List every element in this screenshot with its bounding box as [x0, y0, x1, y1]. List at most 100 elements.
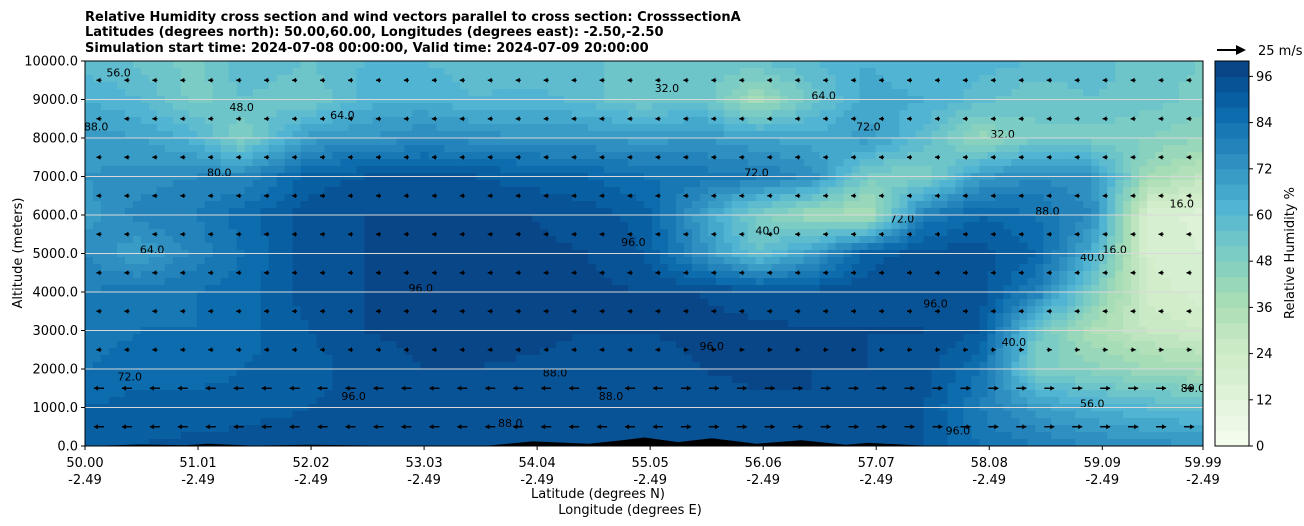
heatmap-cell: [675, 334, 685, 342]
heatmap-cell: [739, 418, 749, 426]
heatmap-cell: [252, 243, 262, 251]
heatmap-cell: [252, 145, 262, 153]
heatmap-cell: [436, 285, 445, 293]
heatmap-cell: [396, 369, 406, 377]
heatmap-cell: [620, 376, 629, 384]
heatmap-cell: [436, 390, 445, 398]
heatmap-cell: [524, 61, 533, 69]
heatmap-cell: [372, 82, 382, 90]
heatmap-cell: [180, 313, 190, 321]
heatmap-cell: [500, 397, 509, 405]
heatmap-cell: [196, 418, 206, 426]
heatmap-cell: [484, 138, 493, 146]
heatmap-cell: [492, 425, 501, 433]
heatmap-cell: [252, 411, 262, 419]
heatmap-cell: [540, 145, 549, 153]
heatmap-cell: [723, 425, 733, 433]
heatmap-cell: [436, 397, 445, 405]
heatmap-cell: [715, 383, 725, 391]
heatmap-cell: [795, 75, 805, 83]
heatmap-cell: [484, 131, 493, 139]
heatmap-cell: [332, 320, 342, 328]
heatmap-cell: [372, 257, 382, 265]
heatmap-cell: [620, 285, 629, 293]
heatmap-cell: [380, 432, 390, 440]
heatmap-cell: [747, 383, 757, 391]
heatmap-cell: [284, 376, 294, 384]
heatmap-cell: [548, 341, 557, 349]
heatmap-cell: [348, 194, 358, 202]
heatmap-cell: [747, 411, 757, 419]
heatmap-cell: [284, 432, 294, 440]
heatmap-cell: [476, 103, 485, 111]
heatmap-cell: [108, 152, 118, 160]
heatmap-cell: [228, 138, 238, 146]
heatmap-cell: [300, 299, 310, 307]
heatmap-cell: [588, 390, 597, 398]
heatmap-cell: [292, 124, 302, 132]
heatmap-cell: [795, 243, 805, 251]
heatmap-cell: [340, 306, 350, 314]
heatmap-cell: [699, 117, 709, 125]
heatmap-cell: [683, 418, 693, 426]
heatmap-cell: [268, 320, 278, 328]
heatmap-cell: [787, 411, 797, 419]
heatmap-cell: [540, 229, 549, 237]
heatmap-cell: [755, 208, 765, 216]
heatmap-cell: [739, 320, 749, 328]
heatmap-cell: [588, 292, 597, 300]
heatmap-cell: [604, 103, 613, 111]
heatmap-cell: [444, 418, 453, 426]
heatmap-cell: [204, 257, 214, 265]
heatmap-cell: [188, 208, 198, 216]
heatmap-cell: [180, 68, 190, 76]
heatmap-cell: [276, 229, 286, 237]
heatmap-cell: [572, 348, 581, 356]
heatmap-cell: [556, 257, 565, 265]
heatmap-cell: [771, 355, 781, 363]
heatmap-cell: [683, 208, 693, 216]
heatmap-cell: [612, 243, 621, 251]
heatmap-cell: [396, 187, 406, 195]
heatmap-cell: [548, 194, 557, 202]
heatmap-cell: [452, 306, 461, 314]
heatmap-cell: [675, 124, 685, 132]
heatmap-cell: [787, 383, 797, 391]
heatmap-cell: [372, 334, 382, 342]
heatmap-cell: [340, 61, 350, 69]
heatmap-cell: [628, 103, 637, 111]
heatmap-cell: [188, 383, 198, 391]
heatmap-cell: [460, 376, 469, 384]
heatmap-cell: [364, 82, 374, 90]
heatmap-cell: [164, 243, 174, 251]
heatmap-cell: [228, 278, 238, 286]
heatmap-cell: [212, 369, 222, 377]
heatmap-cell: [308, 320, 318, 328]
heatmap-cell: [180, 306, 190, 314]
heatmap-cell: [580, 75, 589, 83]
heatmap-cell: [148, 215, 158, 223]
heatmap-cell: [771, 159, 781, 167]
heatmap-cell: [516, 299, 525, 307]
heatmap-cell: [476, 334, 485, 342]
heatmap-cell: [739, 432, 749, 440]
heatmap-cell: [691, 257, 701, 265]
heatmap-cell: [132, 362, 142, 370]
heatmap-cell: [396, 201, 406, 209]
heatmap-cell: [612, 82, 621, 90]
heatmap-cell: [300, 166, 310, 174]
heatmap-cell: [731, 131, 741, 139]
heatmap-cell: [628, 285, 637, 293]
heatmap-cell: [260, 369, 270, 377]
heatmap-cell: [644, 138, 653, 146]
heatmap-cell: [644, 348, 653, 356]
heatmap-cell: [683, 390, 693, 398]
heatmap-cell: [148, 299, 158, 307]
heatmap-cell: [476, 201, 485, 209]
heatmap-cell: [316, 439, 326, 446]
heatmap-cell: [675, 180, 685, 188]
heatmap-cell: [188, 68, 198, 76]
heatmap-cell: [332, 341, 342, 349]
heatmap-cell: [564, 355, 573, 363]
heatmap-cell: [604, 194, 613, 202]
